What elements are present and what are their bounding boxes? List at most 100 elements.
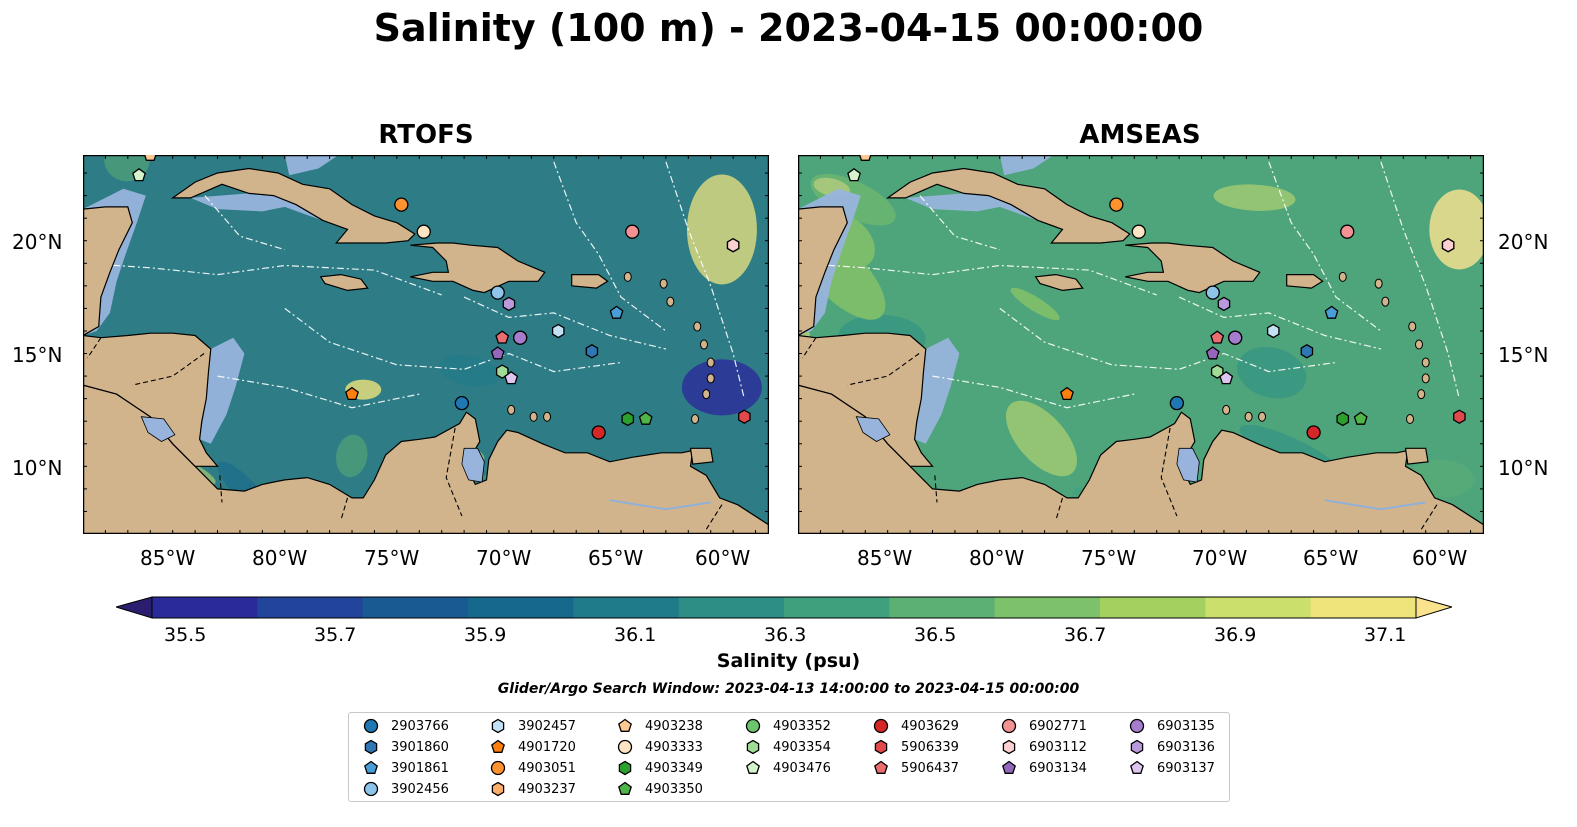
hexagon-marker-icon[interactable] xyxy=(491,781,505,797)
legend-marker-icon xyxy=(618,718,632,732)
hexagon-marker-icon[interactable] xyxy=(618,760,632,776)
float-marker-3902457[interactable] xyxy=(551,323,565,339)
lat-label-10n-left: 10°N xyxy=(12,456,63,480)
float-marker-5906339[interactable] xyxy=(1453,409,1466,424)
legend-item-4903237: 4903237 xyxy=(488,779,576,799)
legend-label: 6903137 xyxy=(1157,760,1215,776)
float-marker-5906437[interactable] xyxy=(1210,330,1225,344)
float-marker-3901861[interactable] xyxy=(1324,305,1339,319)
legend-item-6903137: 6903137 xyxy=(1127,758,1215,778)
float-marker-4903350[interactable] xyxy=(1353,411,1368,425)
float-marker-4903349[interactable] xyxy=(621,411,635,427)
float-marker-4901720[interactable] xyxy=(1060,386,1074,401)
circle-marker-icon[interactable] xyxy=(363,781,379,797)
float-marker-3902456[interactable] xyxy=(1205,285,1220,300)
hexagon-marker-icon[interactable] xyxy=(364,739,378,755)
island xyxy=(693,321,702,332)
land-mass xyxy=(885,167,1131,244)
legend-marker-icon xyxy=(746,760,760,774)
circle-marker-icon[interactable] xyxy=(873,718,889,734)
land-mass xyxy=(689,447,714,465)
island xyxy=(691,413,700,424)
float-marker-3901861[interactable] xyxy=(609,305,624,319)
float-marker-4903629[interactable] xyxy=(1306,425,1321,440)
island xyxy=(1421,357,1430,368)
hexagon-marker-icon[interactable] xyxy=(491,718,505,734)
float-marker-2903766[interactable] xyxy=(454,396,470,411)
float-marker-4901720[interactable] xyxy=(345,386,359,401)
float-marker-4903238[interactable] xyxy=(859,155,872,161)
float-marker-4903238[interactable] xyxy=(144,155,157,161)
float-marker-3902457[interactable] xyxy=(1266,323,1280,339)
float-marker-6903136[interactable] xyxy=(502,296,516,312)
legend-item-5906437: 5906437 xyxy=(871,758,959,778)
pentagon-marker-icon[interactable] xyxy=(1130,760,1144,774)
circle-marker-icon[interactable] xyxy=(617,739,633,755)
lat-label-15n-left: 15°N xyxy=(12,343,63,367)
map-panel-rtofs[interactable] xyxy=(83,155,769,534)
legend-label: 3901861 xyxy=(391,760,449,776)
hexagon-marker-icon[interactable] xyxy=(746,739,760,755)
land-mass xyxy=(1404,447,1429,465)
pentagon-marker-icon[interactable] xyxy=(618,781,632,795)
island xyxy=(706,357,715,368)
float-marker-4903051[interactable] xyxy=(394,197,409,212)
float-marker-2903766[interactable] xyxy=(1169,396,1185,411)
pentagon-marker-icon[interactable] xyxy=(491,739,505,753)
float-marker-6903136[interactable] xyxy=(1217,296,1231,312)
lon-label-85w-left: 85°W xyxy=(140,546,196,570)
hexagon-marker-icon[interactable] xyxy=(1130,739,1144,755)
float-marker-4903350[interactable] xyxy=(638,411,653,425)
circle-marker-icon[interactable] xyxy=(1001,718,1017,734)
float-marker-4903629[interactable] xyxy=(591,425,606,440)
float-marker-4903476[interactable] xyxy=(847,167,861,182)
float-marker-3901860[interactable] xyxy=(585,344,599,359)
float-markers xyxy=(847,155,1466,440)
float-marker-6903112[interactable] xyxy=(1441,237,1455,253)
float-marker-4903349[interactable] xyxy=(1336,411,1350,427)
hexagon-marker-icon[interactable] xyxy=(874,739,888,755)
float-marker-5906437[interactable] xyxy=(495,330,510,344)
pentagon-marker-icon[interactable] xyxy=(364,760,378,774)
legend-label: 4903237 xyxy=(518,781,576,797)
map-frame xyxy=(83,155,769,534)
float-marker-6903112[interactable] xyxy=(726,237,740,253)
float-marker-4903051[interactable] xyxy=(1109,197,1124,212)
float-marker-6903135[interactable] xyxy=(1228,330,1243,345)
float-marker-3902456[interactable] xyxy=(490,285,505,300)
eez-boundary xyxy=(553,161,667,332)
float-marker-4903333[interactable] xyxy=(1131,224,1146,239)
circle-marker-icon[interactable] xyxy=(745,718,761,734)
legend-label: 2903766 xyxy=(391,718,449,734)
float-marker-4903333[interactable] xyxy=(416,224,431,239)
float-marker-6903134[interactable] xyxy=(1205,346,1220,360)
float-marker-6902771[interactable] xyxy=(625,224,640,239)
country-border xyxy=(1160,427,1178,517)
float-marker-6903137[interactable] xyxy=(1219,370,1234,385)
legend-label: 4903051 xyxy=(518,760,576,776)
colorbar-segment xyxy=(468,597,574,618)
circle-marker-icon[interactable] xyxy=(1129,718,1145,734)
pentagon-marker-icon[interactable] xyxy=(618,718,632,732)
legend-item-4903238: 4903238 xyxy=(615,716,703,736)
lon-label-70w-right: 70°W xyxy=(1192,546,1248,570)
float-marker-4903476[interactable] xyxy=(132,167,146,182)
pentagon-marker-icon[interactable] xyxy=(1002,760,1016,774)
eez-boundary xyxy=(798,262,1157,296)
map-panel-amseas[interactable] xyxy=(798,155,1484,534)
float-marker-3901860[interactable] xyxy=(1300,344,1314,359)
circle-marker-icon[interactable] xyxy=(363,718,379,734)
colorbar-segment xyxy=(257,597,364,618)
pentagon-marker-icon[interactable] xyxy=(874,760,888,774)
colorbar-segment xyxy=(889,597,996,618)
float-marker-6903134[interactable] xyxy=(490,346,505,360)
float-marker-6903135[interactable] xyxy=(513,330,528,345)
pentagon-marker-icon[interactable] xyxy=(746,760,760,774)
colorbar-tick-label: 35.9 xyxy=(464,624,507,646)
hexagon-marker-icon[interactable] xyxy=(1002,739,1016,755)
float-marker-6902771[interactable] xyxy=(1340,224,1355,239)
circle-marker-icon[interactable] xyxy=(490,760,506,776)
float-marker-5906339[interactable] xyxy=(738,409,751,424)
island xyxy=(699,339,708,350)
float-marker-6903137[interactable] xyxy=(504,370,519,385)
